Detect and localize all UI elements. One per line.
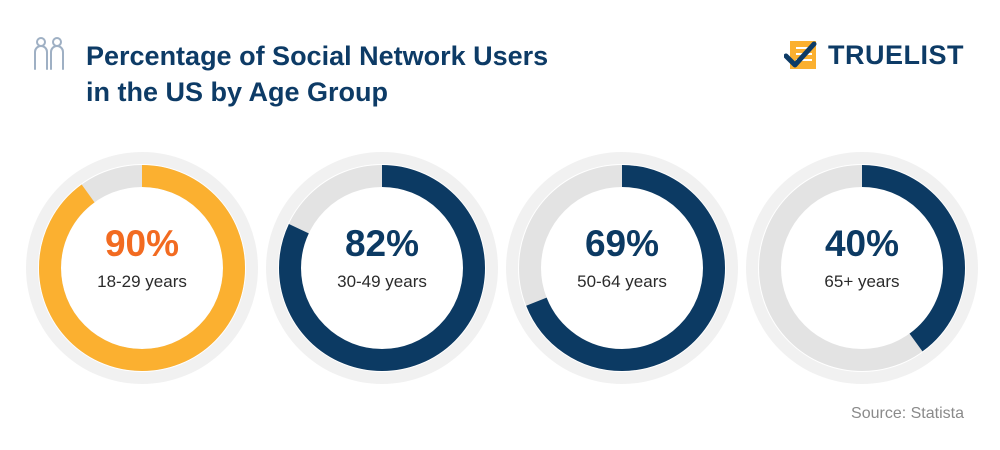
title-line-2: in the US by Age Group	[86, 77, 389, 107]
donut-category-label: 65+ years	[824, 272, 900, 291]
donut-2: 82% 30-49 years	[266, 152, 498, 384]
checklist-logo-icon	[784, 41, 817, 69]
chart-title: Percentage of Social Network Users in th…	[86, 38, 548, 110]
donut-category-label: 30-49 years	[337, 272, 427, 291]
donut-value-label: 90%	[104, 223, 180, 264]
donut-value-arc	[279, 165, 485, 371]
donut-value-label: 69%	[584, 223, 660, 264]
donut-graphic	[26, 152, 258, 384]
source-note: Source: Statista	[851, 405, 964, 422]
donut-value-arc	[759, 165, 965, 371]
donut-1: 90% 18-29 years	[26, 152, 258, 384]
donut-graphic	[266, 152, 498, 384]
donut-value-arc	[39, 165, 245, 371]
donut-category-label: 50-64 years	[577, 272, 667, 291]
brand-logo: TRUELIST	[784, 38, 964, 72]
brand-name: TRUELIST	[828, 39, 964, 70]
donut-4: 40% 65+ years	[746, 152, 978, 384]
donut-graphic	[746, 152, 978, 384]
donut-category-label: 18-29 years	[97, 272, 187, 291]
donut-value-label: 82%	[344, 223, 420, 264]
donut-graphic	[506, 152, 738, 384]
donut-value-arc	[519, 165, 725, 371]
title-line-1: Percentage of Social Network Users	[86, 41, 549, 71]
people-icon	[34, 37, 64, 70]
donut-value-label: 40%	[824, 223, 900, 264]
donut-3: 69% 50-64 years	[506, 152, 738, 384]
